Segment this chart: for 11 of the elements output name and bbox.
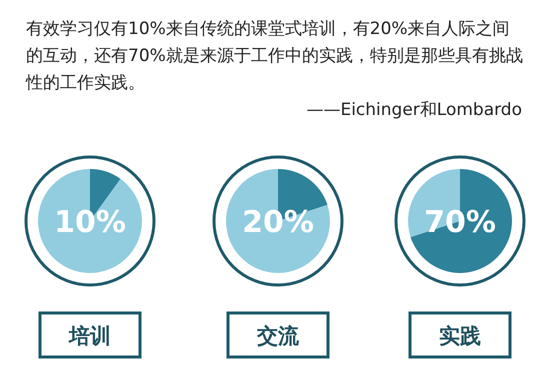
pie-slice <box>38 169 142 273</box>
text: 交流 <box>256 324 300 348</box>
text: 70% <box>424 205 496 240</box>
pie-slice <box>410 169 512 273</box>
text: 有效学习仅有10%来自传统的课堂式培训，有20%来自人际之间的互动，还有70%就是来源于工作中的实践，特别是那些具有挑战性的工作实践。 <box>25 19 523 93</box>
text: 20% <box>242 205 314 240</box>
text: 10% <box>54 205 126 240</box>
pie-slice <box>226 169 330 273</box>
text: 实践 <box>439 324 481 348</box>
text: 培训 <box>68 324 111 348</box>
text: ——Eichinger和Lombardo <box>306 100 522 120</box>
